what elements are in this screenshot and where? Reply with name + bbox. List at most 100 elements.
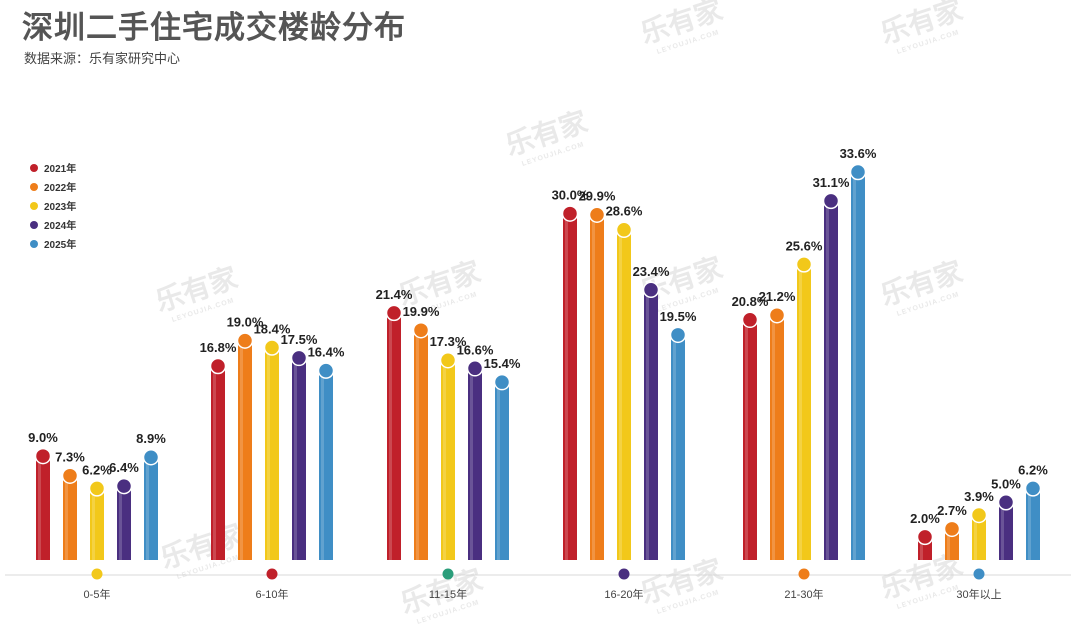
legend-dot-2024 [30, 220, 38, 229]
data-label: 2.7% [937, 503, 967, 518]
bar-2022年-0-5年 [61, 467, 79, 560]
category-label: 11-15年 [429, 587, 467, 601]
bar [824, 200, 838, 560]
legend-label-2025: 2025年 [44, 240, 77, 251]
category-marker [91, 568, 103, 580]
bar-cap [317, 362, 335, 379]
bar-shine [267, 347, 270, 560]
bar-shine [240, 340, 243, 560]
bar-2025年-16-20年 [669, 326, 687, 560]
bar-shine [213, 366, 216, 560]
legend-item-2022: 2022年 [30, 177, 76, 196]
bar-2024年-30年以上 [997, 494, 1015, 560]
bar-cap [822, 192, 840, 210]
category-label: 0-5年 [84, 587, 111, 601]
bar-2021年-0-5年 [34, 447, 52, 560]
bar-chart: 9.0%7.3%6.2%6.4%8.9%0-5年16.8%19.0%18.4%1… [5, 146, 1071, 601]
legend-dot-2023 [30, 201, 38, 210]
bar [671, 334, 685, 560]
bar-cap [1024, 480, 1042, 497]
bar [495, 382, 509, 560]
category-label: 16-20年 [604, 587, 643, 601]
legend-dot-2025 [30, 239, 38, 248]
bar [644, 289, 658, 560]
bar [945, 528, 959, 560]
bar-shine [92, 488, 95, 560]
data-label: 16.6% [457, 342, 494, 357]
bar-2023年-16-20年 [615, 221, 633, 560]
bar [441, 360, 455, 560]
bar-2022年-16-20年 [588, 206, 606, 560]
bar-2021年-6-10年 [209, 357, 227, 560]
legend-label-2021: 2021年 [44, 164, 77, 175]
bar-2023年-11-15年 [439, 351, 457, 560]
bar [144, 457, 158, 560]
category-marker [618, 568, 630, 580]
bar-cap [588, 206, 606, 223]
bar-shine [1001, 502, 1004, 560]
data-source: 数据来源：乐有家研究中心 [24, 51, 181, 66]
bar-shine [772, 315, 775, 560]
bar-cap [439, 351, 457, 369]
bar-2024年-0-5年 [115, 477, 133, 560]
bar-2021年-30年以上 [916, 528, 934, 560]
bar-2022年-21-30年 [768, 306, 786, 560]
bar-shine [443, 360, 446, 560]
bar [797, 264, 811, 560]
bar-shine [146, 457, 149, 560]
bar-cap [236, 332, 254, 349]
data-label: 6.4% [109, 460, 139, 475]
data-label: 17.3% [430, 334, 467, 349]
bar-shine [416, 330, 419, 560]
bar-cap [34, 447, 52, 465]
bar-2022年-30年以上 [943, 520, 961, 560]
bar-shine [497, 382, 500, 560]
bar-shine [119, 486, 122, 560]
bar-cap [795, 256, 813, 273]
bar-cap [115, 477, 133, 495]
bar-shine [745, 319, 748, 560]
bar-shine [853, 172, 856, 560]
bar [851, 172, 865, 560]
bar-cap [741, 311, 759, 329]
bar [292, 357, 306, 560]
data-label: 15.4% [484, 356, 521, 371]
data-label: 30.0% [552, 188, 589, 203]
bar-cap [142, 448, 160, 466]
data-label: 2.0% [910, 511, 940, 526]
bar [999, 502, 1013, 560]
bar [1026, 488, 1040, 560]
bar-2023年-30年以上 [970, 506, 988, 560]
bar [265, 347, 279, 560]
bar [770, 315, 784, 560]
legend: 2021年 2022年 2023年 2024年 2025年 [30, 158, 76, 253]
bar-cap [642, 281, 660, 299]
bar-cap [849, 163, 867, 181]
bar [117, 486, 131, 560]
bar [387, 312, 401, 560]
bar-shine [619, 229, 622, 560]
legend-item-2021: 2021年 [30, 158, 76, 177]
bar-2021年-11-15年 [385, 304, 403, 560]
data-label: 6.2% [1018, 462, 1048, 477]
bar-cap [997, 494, 1015, 511]
bar-cap [615, 221, 633, 238]
chart-title: 深圳二手住宅成交楼龄分布 [22, 10, 406, 45]
bar-shine [673, 334, 676, 560]
bar-2023年-21-30年 [795, 256, 813, 560]
bar-shine [321, 370, 324, 560]
legend-label-2022: 2022年 [44, 183, 77, 194]
legend-dot-2021 [30, 163, 38, 172]
bar [563, 213, 577, 561]
bar-2022年-11-15年 [412, 321, 430, 560]
bar [972, 514, 986, 560]
bar-cap [290, 349, 308, 367]
category-marker [798, 568, 810, 580]
bar-shine [389, 312, 392, 560]
bar-2025年-21-30年 [849, 163, 867, 560]
data-label: 9.0% [28, 430, 58, 445]
data-label: 8.9% [136, 431, 166, 446]
category-marker [266, 568, 278, 580]
data-label: 31.1% [813, 175, 850, 190]
bar-shine [38, 456, 41, 560]
